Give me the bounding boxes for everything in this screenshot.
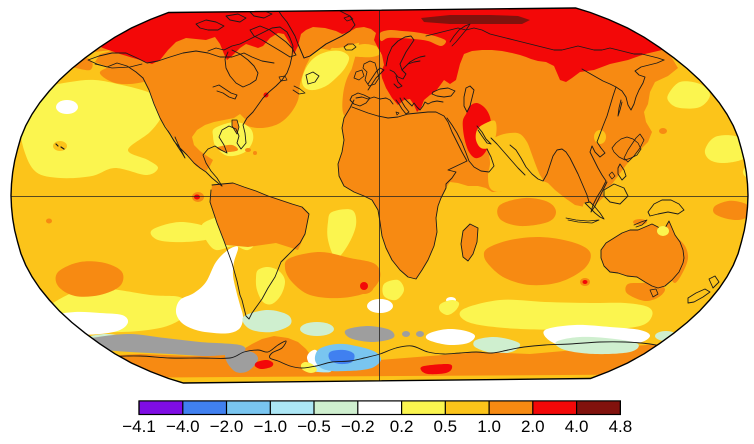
svg-text:0.2: 0.2 [390,417,414,436]
svg-text:1.0: 1.0 [477,417,501,436]
svg-text:−0.2: −0.2 [341,417,375,436]
svg-text:4.0: 4.0 [565,417,589,436]
svg-text:2.0: 2.0 [521,417,545,436]
svg-text:−2.0: −2.0 [210,417,244,436]
svg-text:−4.0: −4.0 [166,417,200,436]
svg-text:−4.1: −4.1 [122,417,156,436]
svg-text:0.5: 0.5 [433,417,457,436]
svg-text:−1.0: −1.0 [254,417,288,436]
svg-text:−0.5: −0.5 [297,417,331,436]
svg-text:4.8: 4.8 [609,417,633,436]
